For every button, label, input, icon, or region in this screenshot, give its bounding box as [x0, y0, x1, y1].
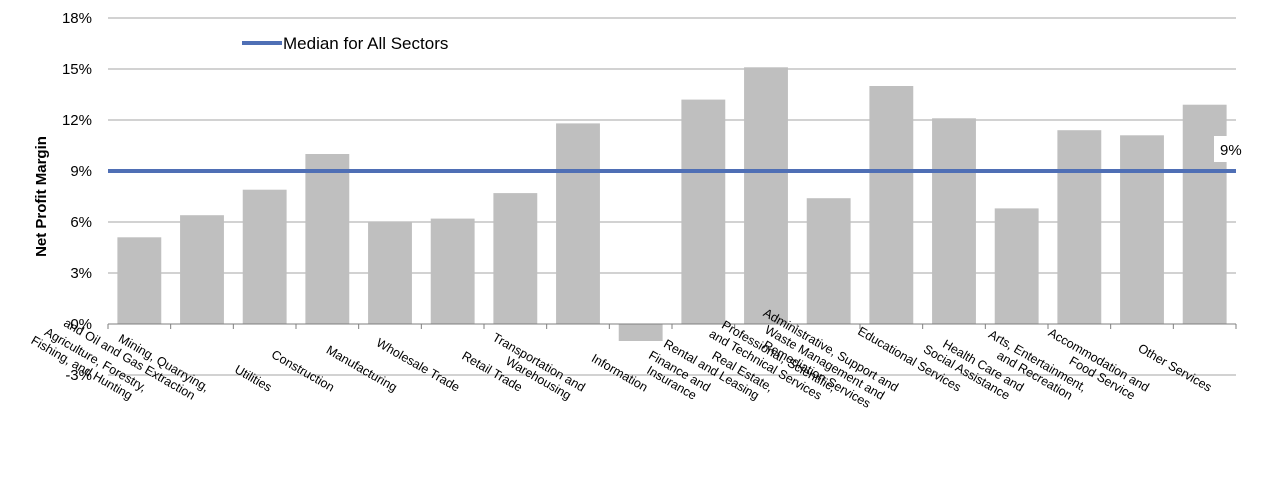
bar [994, 208, 1039, 324]
bar [744, 67, 788, 325]
bar [180, 215, 224, 324]
x-category-label-line: Utilities [232, 362, 274, 394]
x-category-label: Information [589, 351, 650, 394]
bar [305, 154, 350, 324]
legend-label: Median for All Sectors [283, 34, 448, 53]
median-value-label: 9% [1220, 142, 1242, 159]
bar [806, 198, 851, 324]
y-tick-label: 6% [70, 214, 92, 231]
bar [430, 218, 475, 324]
y-tick-label: 9% [70, 163, 92, 180]
bar [1057, 130, 1102, 324]
x-category-label: Utilities [232, 362, 274, 394]
y-tick-label: 12% [62, 112, 92, 129]
bar [556, 123, 600, 325]
bar [869, 86, 914, 324]
median-label-bg [1214, 136, 1248, 162]
bar [932, 118, 976, 324]
x-category-label-line: Information [589, 351, 650, 394]
bar [368, 222, 412, 324]
y-tick-label: 0% [70, 316, 92, 333]
bar [618, 324, 663, 341]
bar [493, 193, 538, 324]
y-tick-label: 15% [62, 61, 92, 78]
bar [242, 189, 287, 324]
y-tick-label: 3% [70, 265, 92, 282]
y-axis-title: Net Profit Margin [33, 136, 50, 257]
bar [1120, 135, 1164, 324]
y-tick-label: -3% [65, 367, 92, 384]
bar [681, 99, 726, 324]
bar [117, 237, 162, 324]
y-tick-label: 18% [62, 10, 92, 27]
